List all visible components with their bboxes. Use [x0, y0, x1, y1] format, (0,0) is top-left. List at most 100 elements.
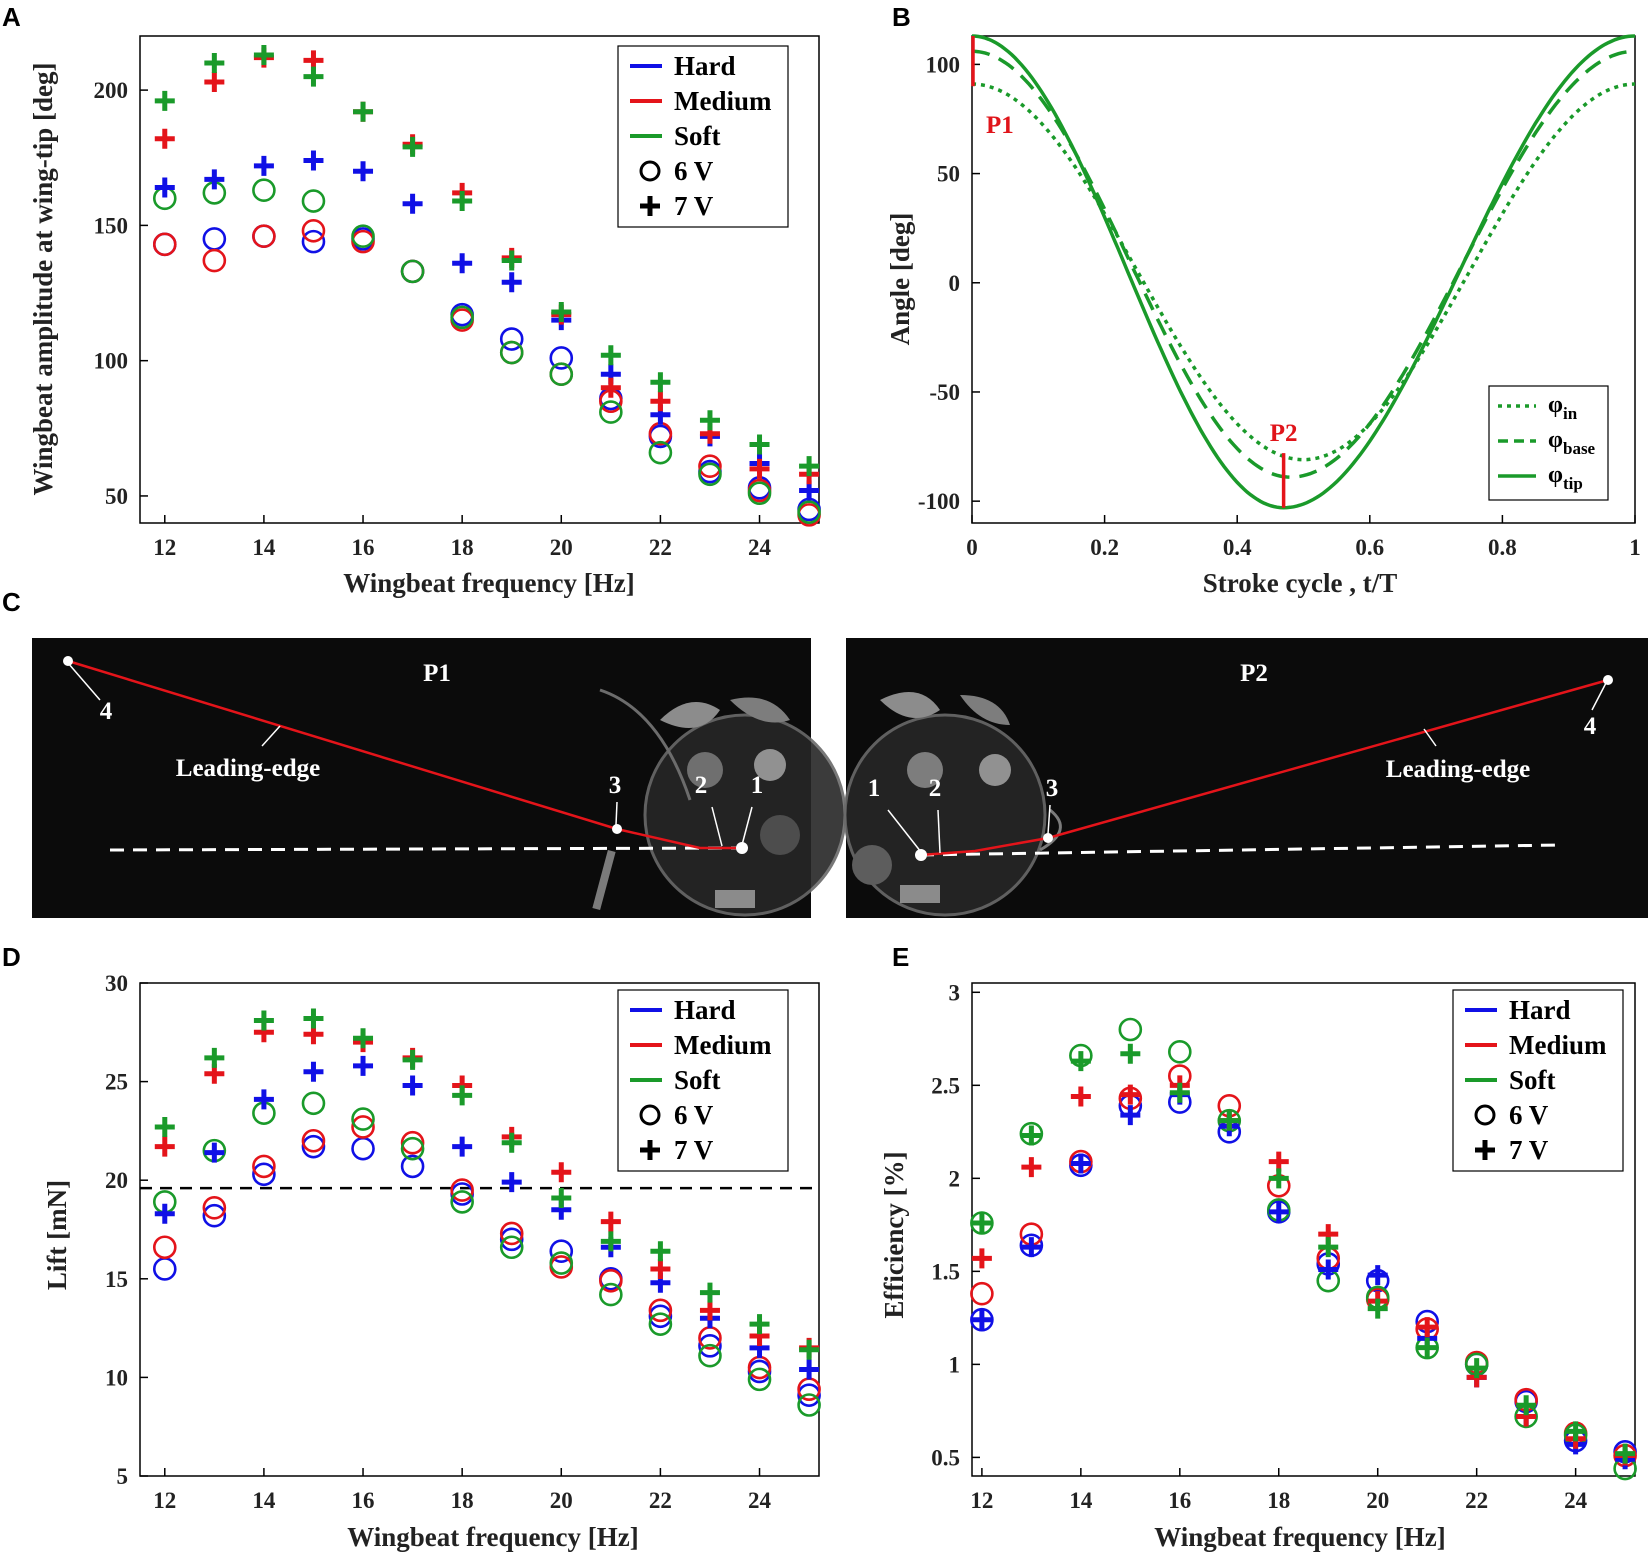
panel-e-point-medium-7v [1120, 1084, 1141, 1105]
panel-d-point-hard-6v [252, 1162, 276, 1187]
panel-b-ticks: 0 0.2 0.4 0.6 0.8 1 -100 -50 0 50 100 [918, 52, 1641, 560]
panel-e-legend-soft: Soft [1509, 1065, 1556, 1095]
panel-a-legend-soft: Soft [674, 121, 721, 151]
panel-d-point-soft-7v [799, 1339, 820, 1360]
panel-a-y-tick-label: 150 [94, 213, 129, 238]
actuator-part-p1b [730, 697, 790, 723]
panel-a-point-medium-6v [202, 248, 227, 273]
panel-a-point-soft-7v [253, 44, 274, 65]
panel-a-y-label: Wingbeat amplitude at wing-tip [deg] [28, 62, 58, 495]
panel-a-point-medium-6v [351, 229, 375, 254]
panel-d-legend-medium: Medium [674, 1030, 772, 1060]
leader-4-p1 [67, 662, 101, 701]
panel-d-point-hard-6v [549, 1239, 574, 1263]
panel-b-y-tick-label: 100 [926, 52, 961, 77]
panel-a-point-soft-6v [499, 340, 524, 365]
leader-2-p2 [937, 809, 941, 854]
panel-a-point-medium-6v [301, 219, 326, 243]
panel-b-x-tick-label: 0.8 [1488, 535, 1517, 560]
point-3-p1 [612, 824, 622, 834]
leader-edge-p2 [1423, 728, 1437, 747]
panel-d-point-hard-6v [499, 1227, 524, 1252]
leader-1-p1 [741, 806, 753, 846]
panel-e-point-medium-7v [971, 1248, 992, 1269]
panel-e-x-tick-label: 24 [1564, 1488, 1588, 1513]
panel-d-legend-soft: Soft [674, 1065, 721, 1095]
panel-a-y-tick-label: 100 [94, 349, 129, 374]
panel-e-legend-hard: Hard [1509, 995, 1571, 1025]
panel-e-y-tick-label: 1.5 [931, 1259, 960, 1284]
panel-a-legend-medium: Medium [674, 86, 772, 116]
panel-a-point-hard-7v [353, 161, 374, 182]
leader-edge-p1 [261, 725, 281, 747]
panel-e-y-tick-label: 3 [949, 980, 961, 1005]
panel-a-point-medium-6v [152, 232, 177, 257]
panel-a-ticks: 12 14 16 18 20 22 24 50 100 150 200 [94, 78, 772, 560]
panel-e-x-tick-label: 14 [1069, 1488, 1093, 1513]
panel-a-point-medium-7v [204, 71, 225, 92]
panel-a-point-soft-6v [797, 500, 821, 524]
panel-e-point-medium-7v [1021, 1157, 1042, 1178]
gear-p1c [760, 815, 800, 855]
panel-d-point-soft-6v [301, 1091, 326, 1116]
point-label-3-p1: 3 [609, 772, 622, 799]
actuator-part-p1a [660, 702, 720, 728]
connector-p1 [715, 890, 755, 908]
leader-2-p1 [711, 806, 723, 847]
panel-d-point-soft-6v [450, 1190, 474, 1214]
panel-b-y-tick-label: -100 [918, 489, 960, 514]
leading-edge-label-p2: Leading-edge [1386, 756, 1530, 783]
panel-d-point-medium-6v [202, 1196, 227, 1220]
panel-e-point-hard-7v [971, 1309, 992, 1330]
panel-e-legend-circle-marker [1474, 1104, 1496, 1126]
point-label-2-p1: 2 [695, 772, 708, 799]
panel-a-y-tick-label: 50 [105, 484, 128, 509]
panel-a-point-medium-7v [154, 128, 175, 149]
panel-d-point-hard-7v [204, 1142, 225, 1163]
panel-d-point-soft-6v [599, 1282, 623, 1307]
point-label-4-p1: 4 [100, 698, 113, 725]
panel-d-point-soft-7v [452, 1085, 473, 1106]
panel-d-point-hard-6v [797, 1383, 821, 1407]
panel-a-point-soft-6v [351, 224, 375, 249]
panel-d-point-soft-6v [797, 1393, 821, 1417]
panel-a-x-tick-label: 12 [153, 535, 176, 560]
panel-a-point-hard-7v [204, 169, 225, 190]
panel-e-point-soft-7v [1021, 1125, 1042, 1146]
panel-d-chart: 12 14 16 18 20 22 24 5 10 15 20 25 30 Wingbeat frequ… [42, 971, 821, 1552]
robot-frame-p1 [643, 713, 847, 917]
panel-d-point-medium-6v [599, 1268, 623, 1293]
panel-b-legend-base: φbase [1548, 427, 1596, 458]
photo-p2-title: P2 [1240, 660, 1268, 687]
panel-a-point-soft-7v [154, 90, 175, 111]
panel-d-y-tick-label: 5 [117, 1464, 129, 1489]
panel-e-point-hard-7v [1367, 1265, 1388, 1286]
panel-d-x-tick-label: 16 [352, 1488, 375, 1513]
point-4-p1 [63, 656, 73, 666]
panel-e-legend: Hard Medium Soft 6 V 7 V [1452, 989, 1624, 1172]
panel-d-point-soft-6v [747, 1367, 772, 1392]
panel-a-point-soft-7v [551, 301, 572, 322]
panel-a-x-tick-label: 24 [748, 535, 772, 560]
panel-a-legend-7v: 7 V [674, 191, 714, 221]
panel-d-y-tick-label: 15 [105, 1267, 128, 1292]
panel-a-point-medium-7v [749, 458, 770, 479]
panel-letter-d: D [2, 942, 21, 972]
panel-a-y-tick-label: 200 [94, 78, 129, 103]
connector-p2 [900, 885, 940, 903]
panel-e-x-tick-label: 20 [1366, 1488, 1389, 1513]
leader-4-p2 [1591, 682, 1607, 711]
wire-p2 [1039, 808, 1062, 852]
panel-e-point-hard-7v [1021, 1237, 1042, 1258]
panel-e-point-soft-7v [971, 1212, 992, 1233]
panel-d-point-medium-6v [351, 1115, 375, 1139]
panel-d-point-soft-7v [551, 1187, 572, 1208]
panel-a-x-label: Wingbeat frequency [Hz] [343, 568, 634, 598]
leading-edge-label-p1: Leading-edge [176, 755, 320, 782]
panel-e-point-soft-6v [1118, 1017, 1143, 1042]
panel-d-point-medium-7v [650, 1258, 671, 1279]
panel-e-point-soft-6v [1168, 1040, 1192, 1064]
panel-a-x-tick-label: 22 [649, 535, 672, 560]
point-1-p1 [736, 842, 748, 854]
